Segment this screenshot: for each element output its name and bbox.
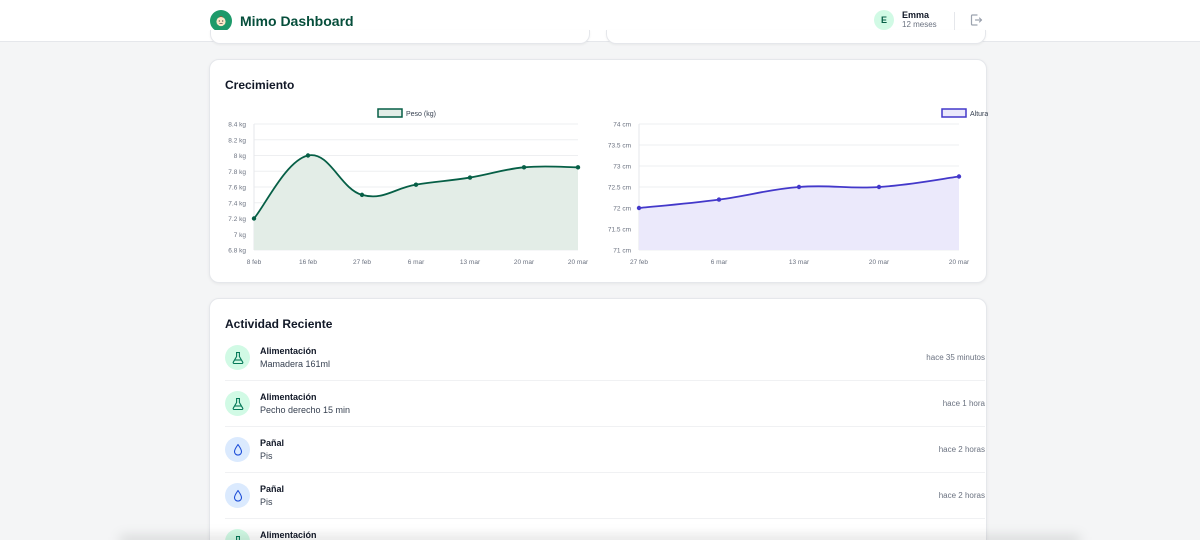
x-tick-label: 20 mar: [949, 259, 970, 266]
activity-detail: Mamadera 161ml: [260, 359, 331, 369]
x-tick-label: 6 mar: [711, 259, 728, 266]
data-point: [521, 165, 527, 170]
y-tick-label: 71.5 cm: [608, 227, 631, 234]
activity-time: hace 1 hora: [942, 399, 985, 408]
user-profile[interactable]: E Emma 12 meses: [874, 10, 937, 30]
data-point: [956, 174, 962, 179]
droplet-icon: [225, 437, 250, 462]
x-tick-label: 20 mar: [568, 259, 589, 266]
x-tick-label: 13 mar: [460, 259, 481, 266]
flask-icon: [225, 391, 250, 416]
y-tick-label: 7 kg: [234, 232, 247, 239]
x-tick-label: 13 mar: [789, 259, 810, 266]
data-point: [636, 205, 642, 211]
activity-list: Alimentación Mamadera 161ml hace 35 minu…: [225, 335, 985, 540]
activity-type: Pañal: [260, 484, 285, 494]
x-tick-label: 6 mar: [408, 259, 425, 266]
header-divider: [954, 12, 955, 30]
activity-card: Actividad Reciente Alimentación Mamadera…: [209, 298, 987, 540]
series-area: [254, 155, 578, 250]
legend-swatch: [377, 108, 403, 118]
data-point: [251, 216, 257, 221]
y-tick-label: 72.5 cm: [608, 185, 631, 192]
list-item[interactable]: Pañal Pis hace 2 horas: [225, 473, 985, 519]
y-tick-label: 8.2 kg: [228, 137, 246, 144]
brand[interactable]: Mimo Dashboard: [210, 10, 354, 32]
y-tick-label: 74 cm: [613, 122, 631, 129]
activity-time: hace 2 horas: [938, 491, 985, 500]
legend-swatch: [941, 108, 967, 118]
x-tick-label: 27 feb: [353, 259, 371, 266]
activity-detail: Pis: [260, 497, 273, 507]
y-tick-label: 7.8 kg: [228, 169, 246, 176]
activity-detail: Pecho derecho 15 min: [260, 405, 351, 415]
y-tick-label: 7.4 kg: [228, 200, 246, 207]
data-point: [305, 153, 311, 158]
activity-type: Alimentación: [260, 530, 317, 540]
top-bar: Mimo Dashboard E Emma 12 meses: [0, 0, 1200, 42]
x-tick-label: 20 mar: [514, 259, 535, 266]
list-item[interactable]: Pañal Pis hace 2 horas: [225, 427, 985, 473]
activity-type: Alimentación: [260, 346, 317, 356]
y-tick-label: 7.2 kg: [228, 216, 246, 223]
data-point: [876, 184, 882, 190]
list-item[interactable]: Alimentación Mamadera 161ml hace 35 minu…: [225, 335, 985, 381]
list-item[interactable]: Alimentación: [225, 519, 985, 540]
activity-time: hace 35 minutos: [926, 353, 985, 362]
x-tick-label: 16 feb: [299, 259, 317, 266]
data-point: [359, 192, 365, 198]
data-point: [413, 182, 419, 187]
y-tick-label: 7.6 kg: [228, 185, 246, 192]
card-partial-left: [210, 30, 590, 44]
growth-title: Crecimiento: [225, 78, 295, 92]
y-tick-label: 71 cm: [613, 248, 631, 255]
y-tick-label: 8.4 kg: [228, 122, 246, 129]
growth-card: Crecimiento Peso (kg) 8.4 kg 8.2 kg 8 kg 7.8…: [209, 59, 988, 283]
y-tick-label: 72 cm: [613, 206, 631, 213]
scroll-shadow: [120, 536, 1080, 540]
data-point: [716, 197, 722, 202]
weight-chart: Peso (kg) 8.4 kg 8.2 kg 8 kg 7.8 kg 7.6 kg 7.4…: [228, 108, 589, 266]
height-chart: Altura (cm) 74 cm 73.5 cm 73 cm 72.5 cm 72 cm…: [608, 108, 988, 266]
y-tick-label: 73.5 cm: [608, 143, 631, 150]
flask-icon: [225, 529, 250, 540]
x-tick-label: 20 mar: [869, 259, 890, 266]
legend-label: Altura (cm): [970, 111, 988, 118]
avatar: E: [874, 10, 894, 30]
x-tick-label: 8 feb: [247, 259, 262, 266]
series-area: [639, 176, 959, 250]
baby-face-icon: [210, 10, 232, 32]
logout-icon[interactable]: [968, 12, 984, 28]
list-item[interactable]: Alimentación Pecho derecho 15 min hace 1…: [225, 381, 985, 427]
data-point: [575, 165, 581, 170]
data-point: [467, 175, 473, 180]
x-tick-label: 27 feb: [630, 259, 648, 266]
activity-detail: Pis: [260, 451, 273, 461]
app-title: Mimo Dashboard: [240, 13, 354, 29]
activity-type: Alimentación: [260, 392, 317, 402]
activity-title: Actividad Reciente: [225, 317, 333, 331]
card-partial-right: [606, 30, 986, 44]
y-tick-label: 73 cm: [613, 164, 631, 171]
y-tick-label: 6.8 kg: [228, 248, 246, 255]
activity-type: Pañal: [260, 438, 285, 448]
y-tick-label: 8 kg: [234, 153, 247, 160]
droplet-icon: [225, 483, 250, 508]
activity-time: hace 2 horas: [938, 445, 985, 454]
data-point: [796, 184, 802, 190]
user-age: 12 meses: [902, 19, 937, 29]
legend-label: Peso (kg): [406, 111, 436, 118]
flask-icon: [225, 345, 250, 370]
user-name: Emma: [902, 9, 930, 20]
